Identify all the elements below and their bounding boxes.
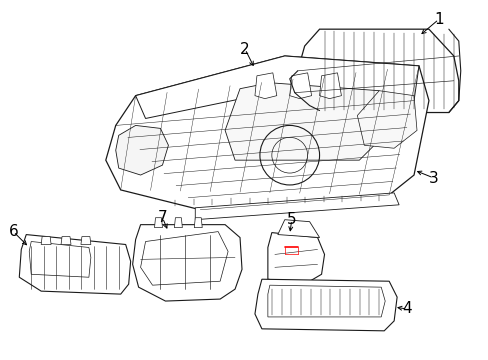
Text: 4: 4 bbox=[402, 301, 411, 316]
Text: 1: 1 bbox=[433, 12, 443, 27]
Text: 5: 5 bbox=[286, 212, 296, 227]
Polygon shape bbox=[319, 73, 341, 99]
Polygon shape bbox=[224, 83, 384, 160]
Polygon shape bbox=[195, 193, 398, 220]
Polygon shape bbox=[254, 279, 396, 331]
Polygon shape bbox=[254, 73, 276, 99]
Polygon shape bbox=[297, 29, 458, 113]
Polygon shape bbox=[61, 237, 71, 244]
Polygon shape bbox=[267, 285, 385, 317]
Polygon shape bbox=[174, 218, 182, 228]
Polygon shape bbox=[289, 73, 311, 99]
Text: 2: 2 bbox=[240, 41, 249, 57]
Polygon shape bbox=[19, 235, 130, 294]
Polygon shape bbox=[267, 233, 324, 284]
Polygon shape bbox=[81, 237, 91, 244]
Polygon shape bbox=[116, 125, 168, 175]
Polygon shape bbox=[141, 231, 227, 285]
Text: 6: 6 bbox=[8, 224, 18, 239]
Polygon shape bbox=[132, 225, 242, 301]
Text: 3: 3 bbox=[428, 171, 438, 185]
Polygon shape bbox=[29, 242, 91, 277]
Polygon shape bbox=[154, 218, 162, 228]
Polygon shape bbox=[105, 56, 428, 210]
Polygon shape bbox=[357, 91, 416, 148]
Polygon shape bbox=[135, 56, 418, 118]
Polygon shape bbox=[277, 220, 319, 238]
Polygon shape bbox=[194, 218, 202, 228]
Polygon shape bbox=[41, 237, 51, 244]
Text: 7: 7 bbox=[157, 210, 167, 225]
